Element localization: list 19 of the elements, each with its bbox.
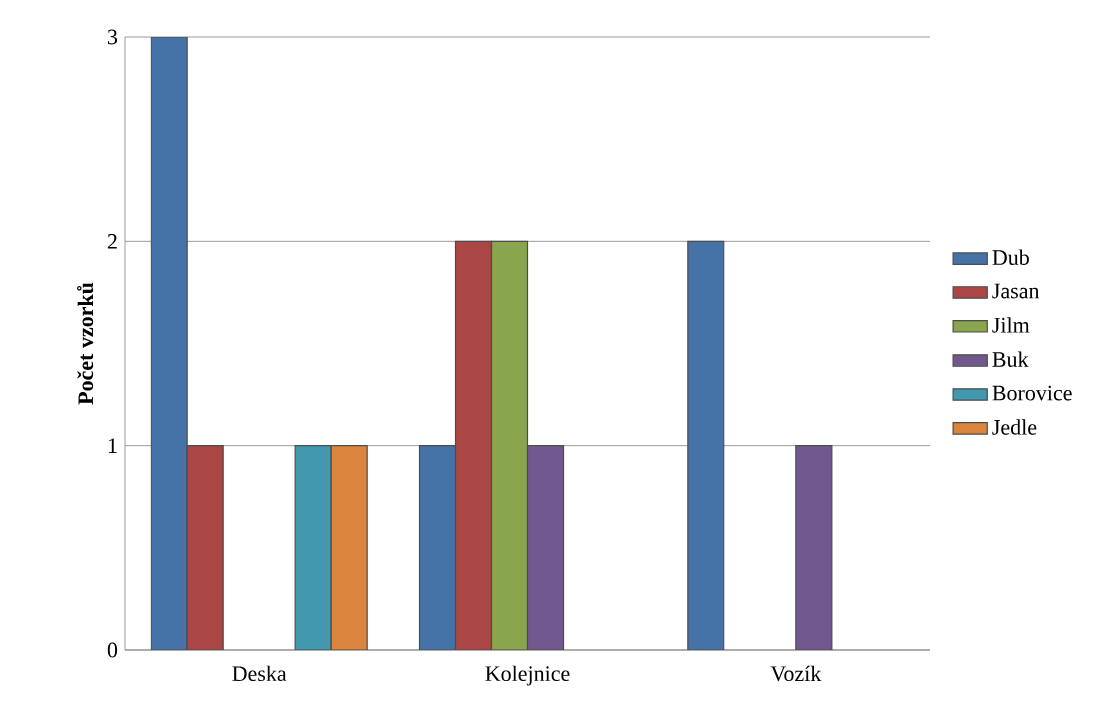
y-tick-label: 3 — [108, 29, 118, 45]
legend-label: Borovice — [992, 385, 1072, 401]
y-tick-label: 2 — [107, 234, 117, 249]
y-tick-label: 1 — [108, 438, 117, 453]
x-tick-label: Kolejnice — [485, 665, 570, 686]
y-tick-label: 0 — [107, 642, 118, 658]
legend-label: Jasan — [992, 283, 1040, 299]
legend-label: Jilm — [992, 317, 1030, 333]
bar — [526, 445, 565, 650]
x-tick-label: Vozík — [770, 665, 822, 682]
y-axis-title: Počet vzorků — [77, 282, 94, 405]
bar — [186, 445, 224, 650]
legend-label: Buk — [992, 351, 1029, 367]
bar — [454, 240, 493, 650]
x-tick-label: Deska — [232, 665, 287, 682]
bar — [795, 445, 833, 650]
legend-label: Dub — [992, 249, 1029, 265]
legend-label: Jedle — [992, 419, 1037, 435]
bar — [687, 240, 725, 650]
